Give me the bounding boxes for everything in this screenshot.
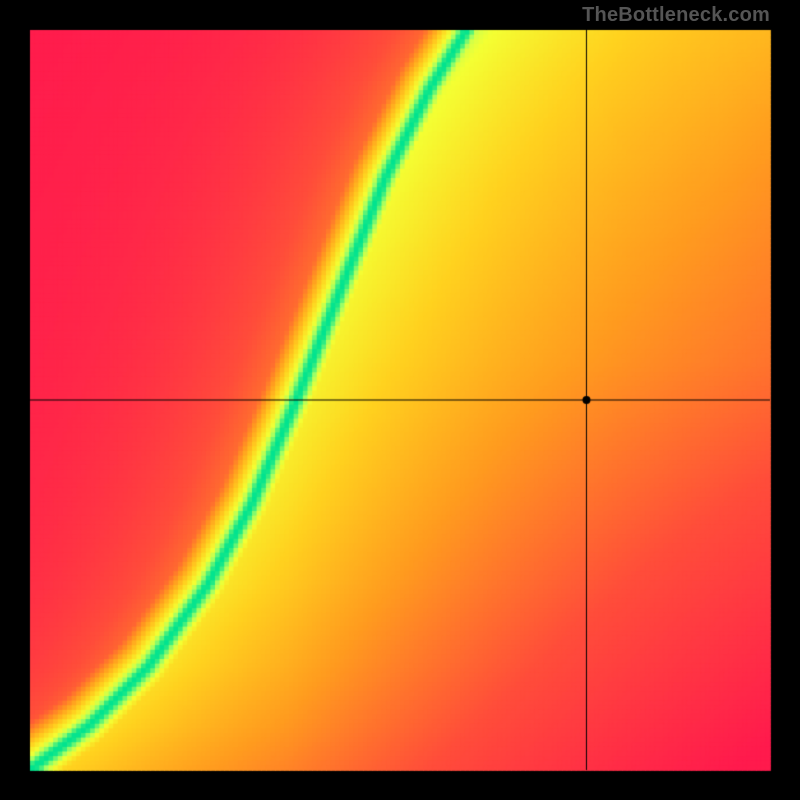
watermark-text: TheBottleneck.com — [582, 4, 770, 27]
figure-root: TheBottleneck.com — [0, 0, 800, 800]
bottleneck-heatmap — [0, 0, 800, 800]
